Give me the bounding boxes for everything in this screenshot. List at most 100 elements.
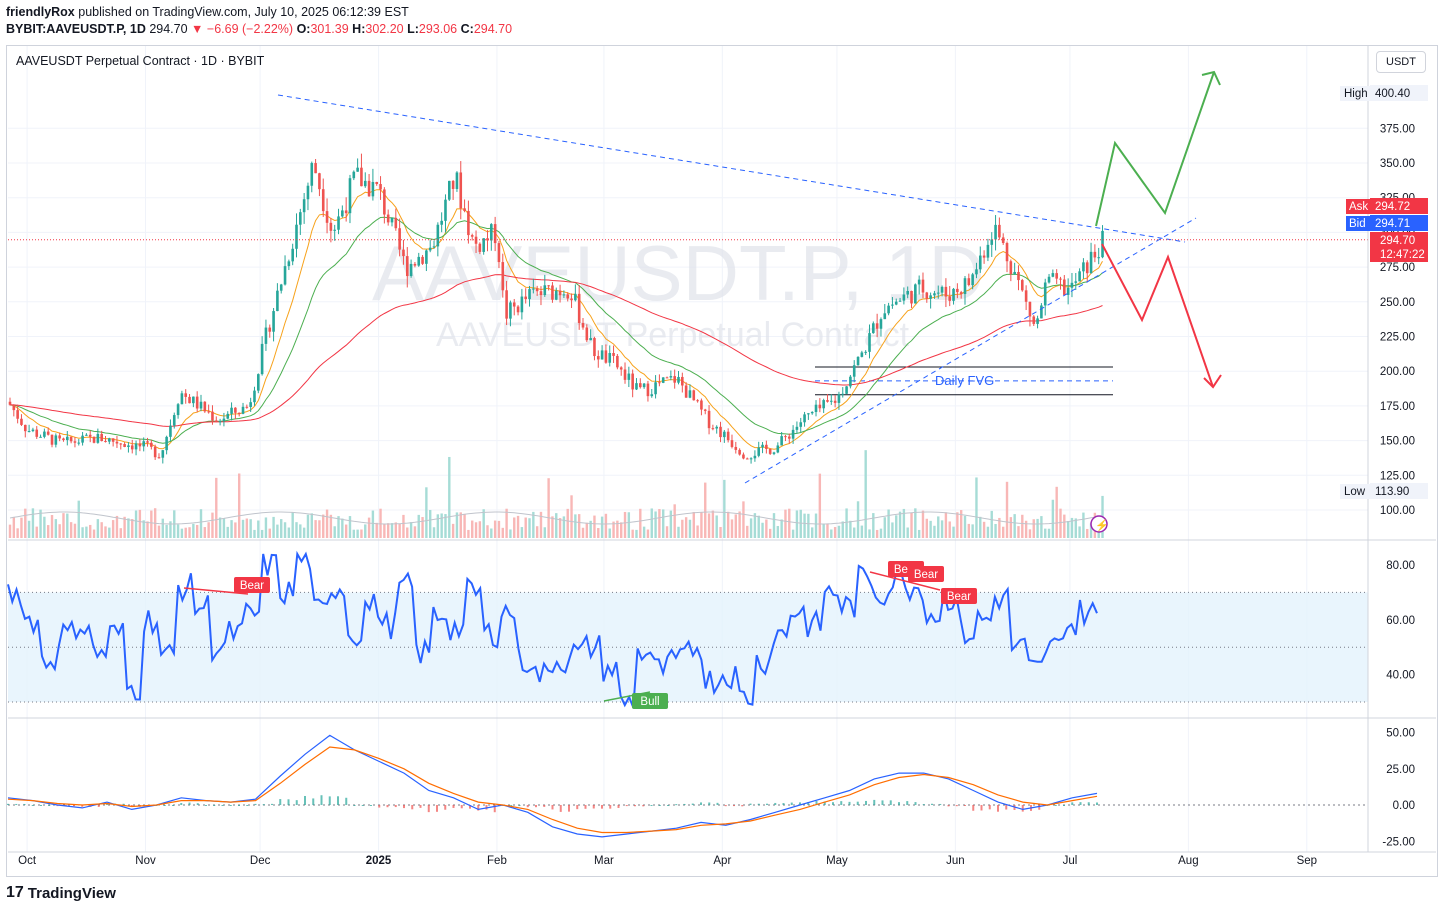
candle-up [780,436,783,446]
volume-bar [730,519,734,538]
volume-bar [398,523,401,538]
candle-up [96,433,100,443]
projection-arrows[interactable] [1095,70,1222,389]
candle-down [684,385,688,398]
candle-down [539,291,543,296]
candle-up [1082,262,1085,272]
bear-label-1-bg [234,577,270,593]
chart-frame[interactable] [6,45,1438,877]
volume-bar [910,512,913,538]
volume-bar [830,529,833,538]
macd-tick-label: 0.00 [1393,800,1415,812]
macd-histogram-bar [568,805,570,812]
volume-bar [413,526,417,538]
volume-bar [497,520,501,538]
volume-bar [895,515,898,538]
candle-down [234,407,237,413]
volume-bar [753,513,757,538]
volume-bar [1063,514,1066,538]
volume-bar [505,508,508,538]
volume-bar [344,524,348,538]
macd-histogram-bar [675,804,678,806]
rsi-line [7,550,1098,708]
volume-bar [604,513,608,538]
volume-bar [726,511,730,538]
volume-bar [16,528,19,538]
candle-down [1009,261,1013,275]
tradingview-brand: TradingView [27,884,116,902]
volume-bar [692,511,695,538]
candle-up [142,441,145,447]
volume-bar [92,529,96,538]
bear-label-3-bg [908,566,944,582]
macd-histogram-bar [353,805,356,806]
macd-histogram-bar [304,795,306,805]
macd-histogram-bar [1054,805,1057,806]
volume-bar [329,514,333,538]
candle-down [1085,262,1089,274]
volume-bar [406,527,409,538]
candle-up [448,180,451,200]
macd-histogram-bar [1063,805,1065,806]
volume-bar [704,482,707,538]
macd-tick-label: 50.00 [1386,728,1415,740]
volume-bar [757,515,760,538]
candle-down [203,401,207,412]
volume-bar [585,522,589,538]
volume-bar [1082,512,1085,538]
candle-up [654,382,657,395]
macd-histogram-bar [741,805,744,807]
candle-down [631,373,634,390]
candle-down [486,238,489,241]
candle-up [872,323,875,334]
candle-down [910,290,913,304]
candle-up [791,429,795,439]
volume-bar [390,523,394,538]
macd-histogram-bar [345,797,348,805]
currency-button[interactable]: USDT [1376,51,1426,73]
candle-down [730,440,734,447]
macd-histogram-bar [254,803,257,805]
volume-bar [864,450,867,538]
candle-up [963,278,967,295]
trendlines[interactable] [8,94,1368,484]
macd-histogram-bar [724,805,727,807]
volume-bar [1066,520,1070,538]
volume-bar [849,520,852,538]
price-tick-label: 250.00 [1380,297,1415,309]
candle-down [35,429,39,437]
volume-bar [555,513,558,538]
volume-bar [765,519,768,538]
volume-bar [734,514,737,538]
macd-histogram-bar [370,805,372,806]
volume-bar [272,516,275,538]
volume-bar [43,516,46,538]
volume-bar [1017,526,1020,538]
volume-bar [902,508,906,538]
candle-down [765,444,768,449]
candle-up [180,393,184,405]
change-value: −6.69 (−2.22%) [206,22,294,36]
rsi-tick-label: 60.00 [1386,615,1415,627]
macd-histogram-bar [1079,802,1082,805]
candle-down [959,292,963,295]
volume-bar [77,500,80,538]
volume-bar [478,521,482,538]
macd-histogram-bar [518,805,521,806]
candle-up [757,447,761,456]
macd-histogram-bar [221,805,224,806]
candle-down [787,436,791,439]
volume-bar [860,525,864,538]
volume-bar [577,514,581,538]
candle-up [363,180,367,187]
macd-histogram-bar [955,805,958,807]
volume-bar [1078,526,1081,538]
candle-down [1063,279,1066,295]
candle-up [914,284,917,304]
macd-histogram-bar [1038,805,1041,810]
candle-up [348,178,352,214]
candle-down [875,323,879,329]
volume-bar [772,513,776,538]
volume-bar [127,518,130,538]
